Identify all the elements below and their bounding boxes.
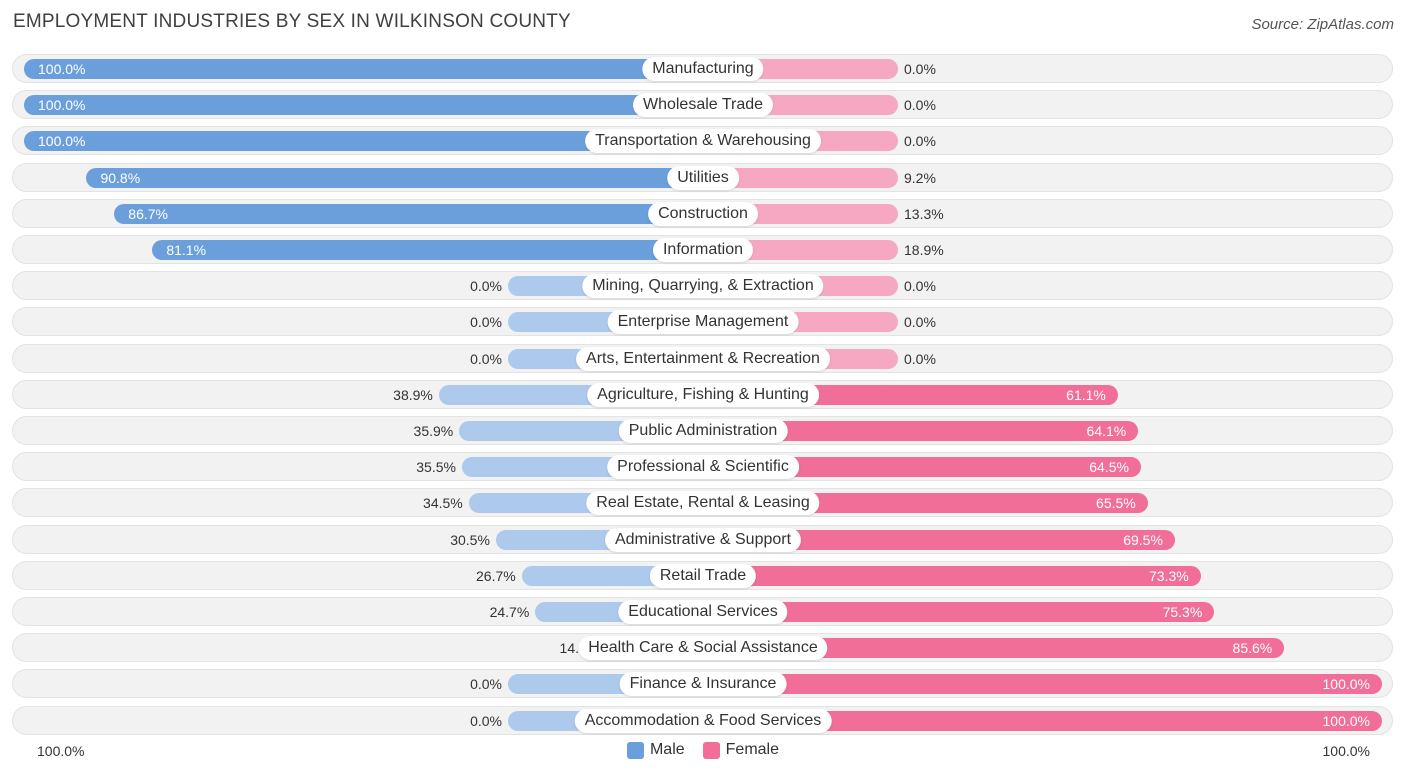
female-value-label: 18.9% — [904, 241, 944, 258]
male-bar[interactable] — [24, 58, 703, 79]
female-value-label: 100.0% — [1322, 712, 1370, 729]
female-value-label: 9.2% — [904, 169, 936, 186]
legend-label-male: Male — [649, 741, 685, 758]
male-value-label: 100.0% — [38, 60, 86, 77]
female-bar[interactable] — [703, 601, 1215, 622]
female-value-label: 0.0% — [904, 350, 936, 367]
category-label: Educational Services — [618, 599, 788, 624]
male-bar[interactable] — [114, 203, 703, 224]
female-value-label: 13.3% — [904, 205, 944, 222]
chart-title: EMPLOYMENT INDUSTRIES BY SEX IN WILKINSO… — [13, 11, 571, 32]
male-value-label: 86.7% — [128, 205, 168, 222]
female-bar[interactable] — [703, 529, 1175, 550]
female-value-label: 73.3% — [1149, 567, 1189, 584]
male-value-label: 34.5% — [423, 494, 463, 511]
category-label: Retail Trade — [649, 563, 757, 588]
female-value-label: 0.0% — [904, 96, 936, 113]
male-value-label: 0.0% — [470, 277, 502, 294]
category-label: Professional & Scientific — [607, 454, 799, 479]
male-bar[interactable] — [24, 94, 703, 115]
male-bar[interactable] — [152, 239, 703, 260]
female-value-label: 0.0% — [904, 313, 936, 330]
male-value-label: 26.7% — [476, 567, 516, 584]
male-value-label: 90.8% — [100, 169, 141, 186]
legend-label-female: Female — [725, 741, 780, 758]
category-label: Finance & Insurance — [619, 671, 787, 696]
category-label: Health Care & Social Assistance — [578, 635, 828, 660]
male-value-label: 30.5% — [450, 531, 490, 548]
category-label: Enterprise Management — [607, 309, 799, 334]
female-value-label: 75.3% — [1162, 603, 1203, 620]
legend-item-male[interactable]: Male — [626, 741, 685, 759]
category-label: Wholesale Trade — [632, 92, 774, 117]
category-label: Public Administration — [618, 418, 788, 443]
category-label: Mining, Quarrying, & Extraction — [582, 273, 824, 298]
female-bar[interactable] — [703, 565, 1201, 586]
male-value-label: 81.1% — [166, 241, 207, 258]
female-value-label: 64.5% — [1089, 458, 1129, 475]
female-bar[interactable] — [703, 420, 1139, 441]
category-label: Arts, Entertainment & Recreation — [576, 346, 830, 371]
female-value-label: 85.6% — [1232, 639, 1273, 656]
male-value-label: 0.0% — [470, 675, 502, 692]
legend-swatch-male — [626, 741, 644, 759]
female-bar[interactable] — [703, 456, 1141, 477]
male-value-label: 0.0% — [470, 350, 502, 367]
male-value-label: 0.0% — [470, 712, 502, 729]
male-value-label: 24.7% — [489, 603, 530, 620]
female-value-label: 100.0% — [1322, 675, 1370, 692]
male-bar[interactable] — [24, 130, 703, 151]
category-label: Accommodation & Food Services — [574, 708, 832, 733]
female-value-label: 61.1% — [1066, 386, 1106, 403]
male-value-label: 100.0% — [38, 96, 86, 113]
source-credit: Source: ZipAtlas.com — [1251, 16, 1394, 33]
female-value-label: 0.0% — [904, 60, 936, 77]
male-value-label: 38.9% — [393, 386, 433, 403]
category-label: Information — [652, 237, 754, 262]
female-bar[interactable] — [703, 637, 1285, 658]
male-value-label: 0.0% — [470, 313, 502, 330]
male-value-label: 35.9% — [413, 422, 454, 439]
female-value-label: 0.0% — [904, 132, 936, 149]
legend-item-female[interactable]: Female — [702, 741, 780, 759]
category-label: Utilities — [667, 165, 739, 190]
category-label: Construction — [648, 201, 758, 226]
legend-swatch-female — [702, 741, 720, 759]
female-bar[interactable] — [703, 710, 1382, 731]
category-label: Transportation & Warehousing — [585, 128, 821, 153]
male-value-label: 35.5% — [416, 458, 456, 475]
category-label: Administrative & Support — [604, 527, 802, 552]
female-value-label: 64.1% — [1086, 422, 1127, 439]
female-bar[interactable] — [703, 673, 1382, 694]
category-label: Manufacturing — [642, 56, 764, 81]
female-bar[interactable] — [703, 167, 898, 188]
female-value-label: 65.5% — [1096, 494, 1136, 511]
category-label: Real Estate, Rental & Leasing — [586, 490, 820, 515]
category-label: Agriculture, Fishing & Hunting — [587, 382, 819, 407]
axis-right-label: 100.0% — [1322, 743, 1370, 759]
male-value-label: 100.0% — [38, 132, 86, 149]
legend: Male Female — [0, 741, 1406, 759]
male-bar[interactable] — [86, 167, 703, 188]
female-value-label: 69.5% — [1123, 531, 1163, 548]
female-value-label: 0.0% — [904, 277, 936, 294]
axis-left-label: 100.0% — [37, 743, 85, 759]
